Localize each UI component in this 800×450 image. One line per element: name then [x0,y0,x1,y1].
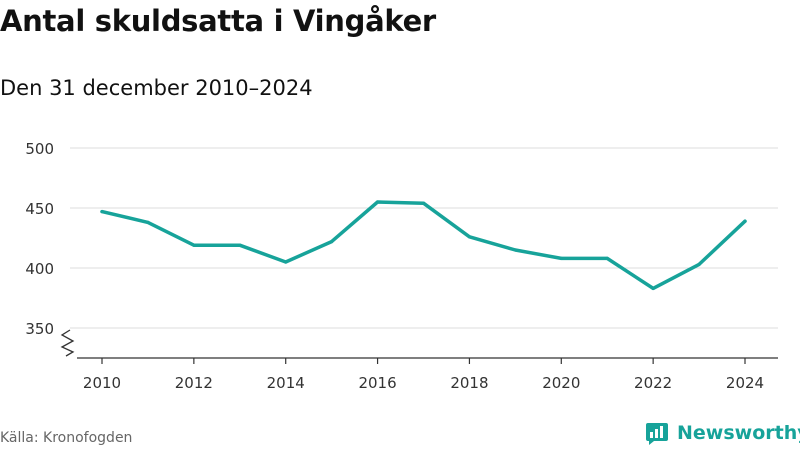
data-point-2016 [375,200,380,204]
source-note: Källa: Kronofogden [0,430,133,446]
y-tick-label-350: 350 [25,320,54,338]
axis-break-icon [60,329,75,357]
data-point-2015 [330,240,334,244]
y-tick-label-500: 500 [25,140,54,158]
x-tick-label-2016: 2016 [358,374,396,392]
x-tick-label-2020: 2020 [542,374,580,392]
x-tick-label-2012: 2012 [175,374,213,392]
data-point-2022 [651,286,655,290]
data-point-2013 [238,243,242,247]
x-tick-label-2010: 2010 [83,374,121,392]
data-point-2012 [192,243,196,247]
x-tick-label-2024: 2024 [726,374,764,392]
data-point-2020 [559,256,563,260]
data-point-2024 [743,219,747,223]
data-point-2017 [421,201,426,205]
data-point-2023 [697,262,701,266]
brand-logo: Newsworthy [645,419,800,447]
y-tick-label-450: 450 [25,200,54,218]
chart-title: Antal skuldsatta i Vingåker [0,4,436,38]
x-tick-label-2014: 2014 [267,374,305,392]
data-point-2011 [146,220,150,224]
data-point-2010 [100,210,104,214]
data-point-2014 [284,260,288,264]
chart-subtitle: Den 31 december 2010–2024 [0,76,313,100]
x-tick-label-2022: 2022 [634,374,672,392]
x-tick-label-2018: 2018 [450,374,488,392]
x-axis: 2010 2012 2014 2016 2018 2020 2022 2024 [77,357,778,392]
grid-lines [70,147,778,329]
brand-name: Newsworthy [677,422,800,444]
line-chart: 350 400 450 500 2010 2012 2014 2016 2018 2020 202… [25,140,778,392]
series-layer [100,200,747,291]
data-point-2018 [467,235,472,239]
series-line-0 [100,200,747,291]
y-tick-label-400: 400 [25,260,54,278]
y-axis: 350 400 450 500 [25,140,75,357]
data-point-2019 [513,248,517,252]
newsworthy-logo-icon [646,423,668,445]
data-point-2021 [605,256,609,260]
